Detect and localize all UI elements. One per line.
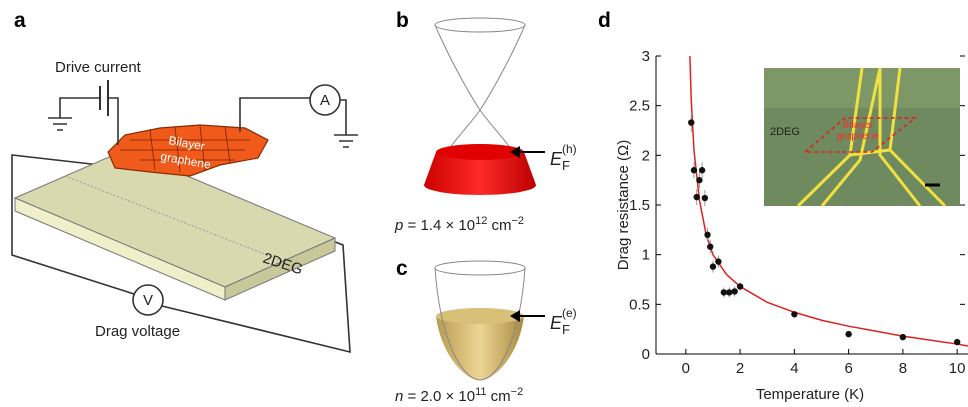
density-label: p = 1.4 × 1012 cm−2 [394, 215, 524, 234]
data-point [691, 167, 697, 173]
exponent: 12 [475, 215, 487, 227]
data-point [954, 339, 960, 345]
data-point [693, 194, 699, 200]
wire [340, 100, 346, 135]
y-tick-label: 3 [642, 48, 650, 65]
unit: cm [487, 217, 511, 234]
superscript: (e) [562, 306, 577, 320]
data-point [707, 244, 713, 250]
drive-current-label: Drive current [55, 59, 142, 76]
data-point [845, 331, 851, 337]
panel-label: c [396, 257, 408, 280]
data-point [737, 283, 743, 289]
filled-states [436, 316, 524, 380]
unit: cm [487, 388, 511, 405]
panel-a: a Drive current V Drag voltage 2DEG Bila… [12, 9, 358, 352]
panel-c: c EF(e) n = 2.0 × 1011 cm−2 [395, 257, 577, 405]
x-axis-label: Temperature (K) [756, 386, 864, 403]
ground [48, 118, 72, 130]
data-point [702, 195, 708, 201]
subscript: F [562, 322, 570, 337]
inset-label: 2DEG [770, 126, 800, 138]
panel-label: a [14, 9, 26, 32]
x-tick-label: 10 [949, 360, 966, 377]
data-point [715, 258, 721, 264]
panel-b: b EF(h) p = 1.4 × 1012 cm−2 [394, 9, 577, 234]
data-point [699, 167, 705, 173]
ammeter-label: A [320, 92, 330, 109]
y-tick-label: 2.5 [629, 98, 650, 115]
text: = 2.0 × 10 [403, 388, 475, 405]
x-tick-label: 0 [682, 360, 690, 377]
wire [108, 98, 118, 145]
density-label: n = 2.0 × 1011 cm−2 [395, 386, 523, 405]
symbol: p [394, 217, 403, 234]
x-tick-label: 4 [790, 360, 798, 377]
cone [435, 25, 525, 110]
voltmeter-label: V [143, 292, 153, 309]
figure: a Drive current V Drag voltage 2DEG Bila… [0, 0, 968, 407]
fermi-label: EF(h) [550, 142, 577, 173]
superscript: (h) [562, 142, 577, 156]
data-point [688, 119, 694, 125]
wire [240, 98, 310, 132]
data-point [791, 311, 797, 317]
panel-label: b [396, 9, 409, 32]
fermi-label: EF(e) [550, 306, 577, 337]
subscript: F [562, 158, 570, 173]
y-tick-label: 1.5 [629, 197, 650, 214]
drag-voltage-label: Drag voltage [95, 323, 180, 340]
data-point [710, 263, 716, 269]
panel-label: d [598, 9, 611, 32]
y-tick-label: 0 [642, 346, 650, 363]
x-tick-label: 6 [844, 360, 852, 377]
exponent: −2 [511, 386, 524, 398]
inset-label: Bilayer [843, 120, 874, 131]
ground [334, 135, 358, 147]
panel-d: d Drag resistance (Ω) Temperature (K) 2D… [598, 9, 968, 403]
x-tick-label: 8 [899, 360, 907, 377]
data-point [731, 288, 737, 294]
exponent: 11 [475, 386, 486, 398]
y-tick-label: 2 [642, 147, 650, 164]
x-tick-label: 2 [736, 360, 744, 377]
y-tick-label: 0.5 [629, 296, 650, 313]
data-point [726, 289, 732, 295]
data-point [900, 334, 906, 340]
cup [435, 261, 525, 275]
cone [435, 18, 525, 32]
inset: 2DEG Bilayer graphene [764, 68, 960, 206]
inset-label: graphene [837, 131, 880, 142]
text: = 1.4 × 10 [403, 217, 475, 234]
symbol: n [395, 388, 403, 405]
wire [60, 98, 100, 118]
y-tick-label: 1 [642, 247, 650, 264]
exponent: −2 [512, 215, 525, 227]
data-point [704, 232, 710, 238]
